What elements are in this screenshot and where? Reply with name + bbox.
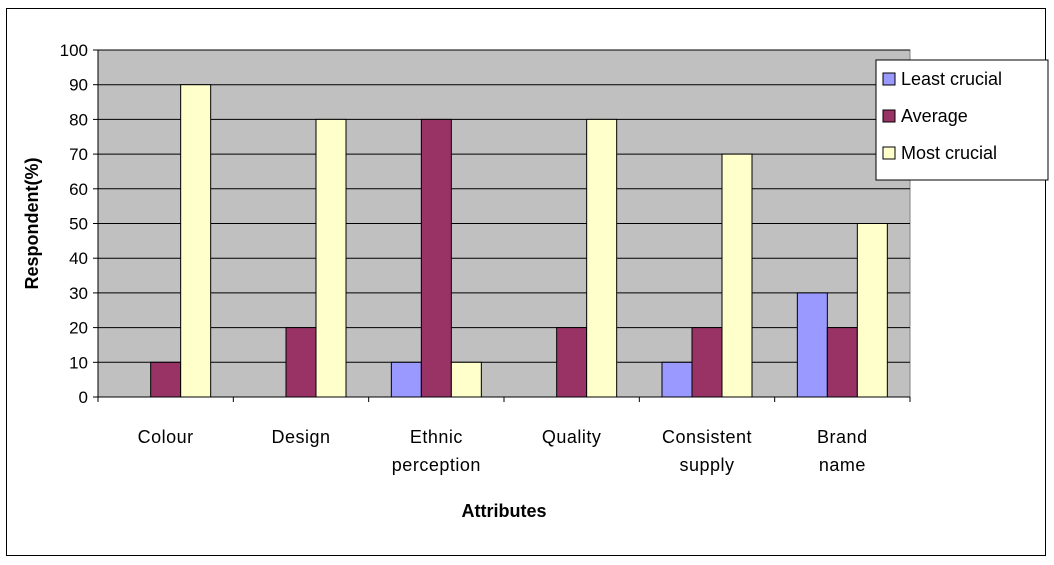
y-tick-label: 60 [69,180,88,199]
axes [93,49,911,402]
bar [721,153,753,398]
legend-box [875,59,1049,181]
legend-label: Most crucial [901,143,997,163]
x-tick-label: name [819,455,866,475]
legend: Least crucial Average Most crucial [875,59,1049,181]
y-tick-label: 30 [69,284,88,303]
x-tick-label: Design [271,427,330,447]
gridlines [98,49,910,363]
x-tick-label: supply [679,455,734,475]
x-tick-label: Brand [817,427,868,447]
bar [556,327,588,398]
bar [826,327,858,398]
y-tick-label: 20 [69,319,88,338]
y-tick-label: 10 [69,353,88,372]
y-tick-labels: 0 10 20 30 40 50 60 70 80 90 100 [60,41,88,407]
y-tick-label: 40 [69,249,88,268]
y-tick-label: 80 [69,110,88,129]
legend-label: Average [901,106,968,126]
x-axis-title: Attributes [462,501,547,521]
bar [150,361,182,398]
y-tick-label: 90 [69,76,88,95]
y-tick-label: 70 [69,145,88,164]
y-tick-label: 50 [69,215,88,234]
bar [285,327,317,398]
legend-swatch [882,72,896,86]
bar [661,361,693,398]
bar [856,223,888,398]
bar [586,118,618,398]
bar [390,361,422,398]
x-tick-label: Quality [542,427,602,447]
legend-swatch [882,109,896,123]
x-tick-label: Ethnic [410,427,463,447]
bar [796,292,828,398]
legend-label: Least crucial [901,69,1002,89]
y-axis-title: Respondent(%) [22,158,42,290]
x-tick-label: Consistent [662,427,752,447]
bar [691,327,723,398]
bar [315,118,347,398]
y-tick-label: 0 [79,388,88,407]
y-tick-label: 100 [60,41,88,60]
legend-swatch [882,146,896,160]
x-tick-label: Colour [138,427,194,447]
bar [450,361,482,398]
x-tick-label: perception [392,455,481,475]
bar [420,118,452,398]
x-tick-labels: Colour Design Ethnic perception Quality Consi… [138,427,868,475]
bar [180,84,212,398]
